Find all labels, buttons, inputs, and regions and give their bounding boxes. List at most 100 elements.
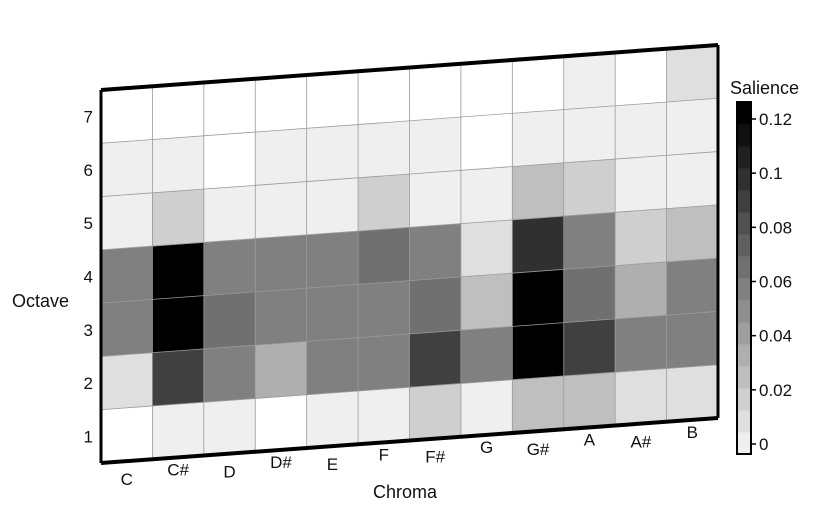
- heatmap-cell-csharp-4: [152, 242, 205, 300]
- heatmap-frame: [99, 43, 720, 465]
- heatmap-cell-dsharp-4: [255, 234, 307, 293]
- heatmap-cell-e-4: [306, 230, 359, 289]
- colorbar-tick-label: 0.04: [759, 327, 792, 346]
- grid-line-horizontal: [100, 257, 719, 304]
- heatmap-cell-b-6: [666, 98, 719, 156]
- heatmap-cell-dsharp-5: [255, 181, 307, 239]
- heatmap-cell-c-6: [100, 139, 153, 197]
- x-tick-labels: C C# D D# E F F# G G# A A# B: [121, 423, 698, 489]
- colorbar-segment: [737, 212, 751, 235]
- heatmap-cell-gsharp-6: [512, 109, 564, 167]
- heatmap-cell-c-2: [100, 352, 153, 410]
- heatmap-cell-fsharp-4: [409, 223, 462, 281]
- heatmap-cell-a-5: [563, 158, 616, 217]
- heatmap-cell-gsharp-3: [512, 269, 564, 327]
- heatmap-cell-g-6: [460, 113, 513, 171]
- x-tick-label: G: [480, 438, 493, 457]
- y-tick-label: 7: [84, 108, 93, 127]
- heatmap-cell-a-3: [563, 265, 616, 323]
- colorbar-tick-label: 0: [759, 435, 768, 454]
- heatmap-cell-fsharp-1: [409, 383, 462, 441]
- heatmap-cell-d-1: [203, 398, 256, 456]
- heatmap-cell-dsharp-2: [255, 341, 307, 399]
- colorbar-segment: [737, 102, 751, 125]
- heatmap-cell-a-6: [563, 105, 616, 164]
- heatmap-cell-fsharp-2: [409, 329, 462, 388]
- heatmap-cell-asharp-3: [614, 261, 667, 320]
- heatmap-cell-gsharp-1: [512, 375, 564, 434]
- grid-line-horizontal: [100, 97, 719, 144]
- heatmap-cell-gsharp-4: [512, 215, 564, 274]
- heatmap-cell-fsharp-7: [409, 63, 462, 122]
- heatmap-cell-csharp-1: [152, 401, 205, 460]
- heatmap-gridlines: [100, 48, 719, 460]
- x-tick-label: G#: [527, 440, 550, 459]
- heatmap-cell-f-1: [357, 386, 410, 445]
- heatmap-cell-c-3: [100, 299, 153, 357]
- heatmap-cell-d-4: [203, 238, 256, 296]
- heatmap-cell-f-6: [357, 120, 410, 179]
- y-tick-labels: 1 2 3 4 5 6 7: [84, 108, 93, 447]
- x-tick-label: F#: [425, 448, 445, 467]
- heatmap-cell-fsharp-3: [409, 276, 462, 335]
- heatmap-cell-e-2: [306, 337, 359, 395]
- y-tick-label: 3: [84, 321, 93, 340]
- heatmap-cell-d-2: [203, 344, 256, 403]
- heatmap-cell-e-3: [306, 284, 359, 342]
- heatmap-cell-e-6: [306, 124, 359, 182]
- heatmap-cell-g-3: [460, 272, 513, 331]
- heatmap-cell-fsharp-6: [409, 116, 462, 175]
- colorbar-segment: [737, 366, 751, 389]
- y-axis-label: Octave: [12, 291, 69, 311]
- colorbar-title: Salience: [730, 78, 799, 98]
- colorbar-segment: [737, 146, 751, 169]
- colorbar-tick-label: 0.06: [759, 273, 792, 292]
- heatmap-cell-c-5: [100, 192, 153, 251]
- heatmap-cell-b-1: [666, 364, 719, 423]
- heatmap-cell-asharp-5: [614, 155, 667, 213]
- y-tick-label: 5: [84, 214, 93, 233]
- x-tick-label: C: [121, 470, 133, 489]
- colorbar-segment: [737, 300, 751, 323]
- heatmap-cell-csharp-7: [152, 82, 205, 140]
- colorbar-tick-label: 0.1: [759, 164, 783, 183]
- heatmap-cell-g-7: [460, 59, 513, 118]
- heatmap-cell-gsharp-2: [512, 322, 564, 380]
- colorbar-tick-label: 0.02: [759, 381, 792, 400]
- heatmap-cell-dsharp-3: [255, 287, 307, 346]
- colorbar-segment: [737, 256, 751, 279]
- grid-line-horizontal: [100, 151, 719, 197]
- x-tick-label: A: [584, 430, 596, 449]
- colorbar-border: [736, 101, 752, 455]
- heatmap-cell-g-5: [460, 166, 513, 224]
- heatmap-cell-dsharp-6: [255, 128, 307, 186]
- x-tick-label: A#: [630, 433, 651, 452]
- heatmap-cell-f-5: [357, 173, 410, 232]
- heatmap-cell-c-7: [100, 85, 153, 144]
- heatmap-cell-asharp-1: [614, 368, 667, 426]
- heatmap-cell-f-2: [357, 333, 410, 392]
- heatmap-cell-csharp-2: [152, 348, 205, 407]
- heatmap-cell-b-3: [666, 257, 719, 316]
- heatmap-cell-asharp-7: [614, 48, 667, 107]
- heatmap-cell-csharp-3: [152, 295, 205, 353]
- colorbar-segment: [737, 168, 751, 191]
- heatmap-cell-csharp-6: [152, 135, 205, 194]
- grid-line-horizontal: [100, 311, 719, 357]
- heatmap-cell-f-7: [357, 67, 410, 125]
- heatmap-cell-gsharp-7: [512, 55, 564, 114]
- frame-top: [100, 43, 719, 92]
- grid-line-horizontal: [100, 364, 719, 411]
- colorbar-segment: [737, 234, 751, 257]
- heatmap-cell-asharp-2: [614, 314, 667, 373]
- heatmap-cell-b-4: [666, 204, 719, 263]
- heatmap-cells: [100, 44, 719, 464]
- heatmap-cell-c-4: [100, 245, 153, 304]
- heatmap-cell-f-3: [357, 280, 410, 338]
- heatmap-cell-f-4: [357, 227, 410, 285]
- y-tick-label: 6: [84, 161, 93, 180]
- heatmap-cell-fsharp-5: [409, 170, 462, 228]
- x-tick-label: D#: [270, 453, 292, 472]
- heatmap-cell-a-2: [563, 318, 616, 377]
- colorbar-segment: [737, 190, 751, 213]
